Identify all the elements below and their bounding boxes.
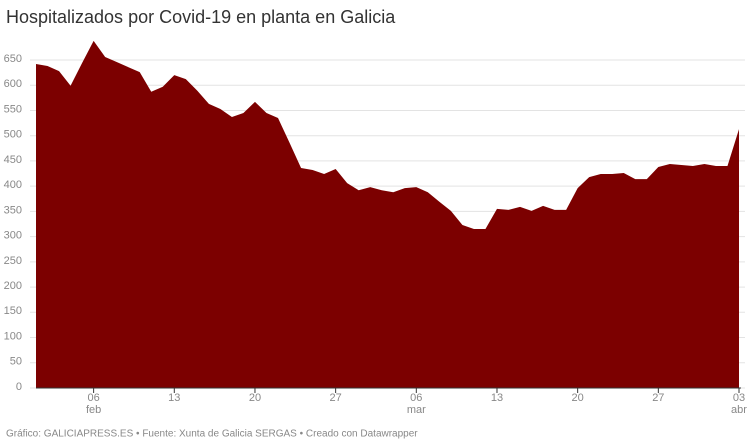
x-tick-label: 06 — [410, 392, 422, 404]
y-tick-label: 0 — [16, 381, 22, 393]
y-tick-label: 400 — [4, 179, 22, 191]
x-tick-month: mar — [407, 404, 426, 416]
y-tick-label: 650 — [4, 53, 22, 65]
y-tick-label: 200 — [4, 280, 22, 292]
y-tick-label: 350 — [4, 204, 22, 216]
y-tick-label: 100 — [4, 330, 22, 342]
y-tick-label: 600 — [4, 78, 22, 90]
area — [36, 40, 739, 388]
x-tick-label: 27 — [652, 392, 664, 404]
y-tick-label: 150 — [4, 305, 22, 317]
x-tick-label: 20 — [249, 392, 261, 404]
footer: Gráfico: GALICIAPRESS.ES • Fuente: Xunta… — [6, 429, 418, 440]
x-tick-month: feb — [86, 404, 101, 416]
x-tick-label: 27 — [330, 392, 342, 404]
y-tick-label: 500 — [4, 129, 22, 141]
x-tick-label: 06 — [87, 392, 99, 404]
y-tick-label: 450 — [4, 154, 22, 166]
chart-title: Hospitalizados por Covid-19 en planta en… — [6, 7, 396, 27]
x-tick-label: 13 — [168, 392, 180, 404]
y-tick-label: 50 — [10, 356, 22, 368]
x-tick-label: 20 — [572, 392, 584, 404]
y-tick-label: 300 — [4, 230, 22, 242]
y-tick-label: 250 — [4, 255, 22, 267]
x-tick-label: 03 — [733, 392, 745, 404]
y-tick-label: 550 — [4, 103, 22, 115]
x-tick-label: 13 — [491, 392, 503, 404]
x-tick-month: abr — [731, 404, 747, 416]
